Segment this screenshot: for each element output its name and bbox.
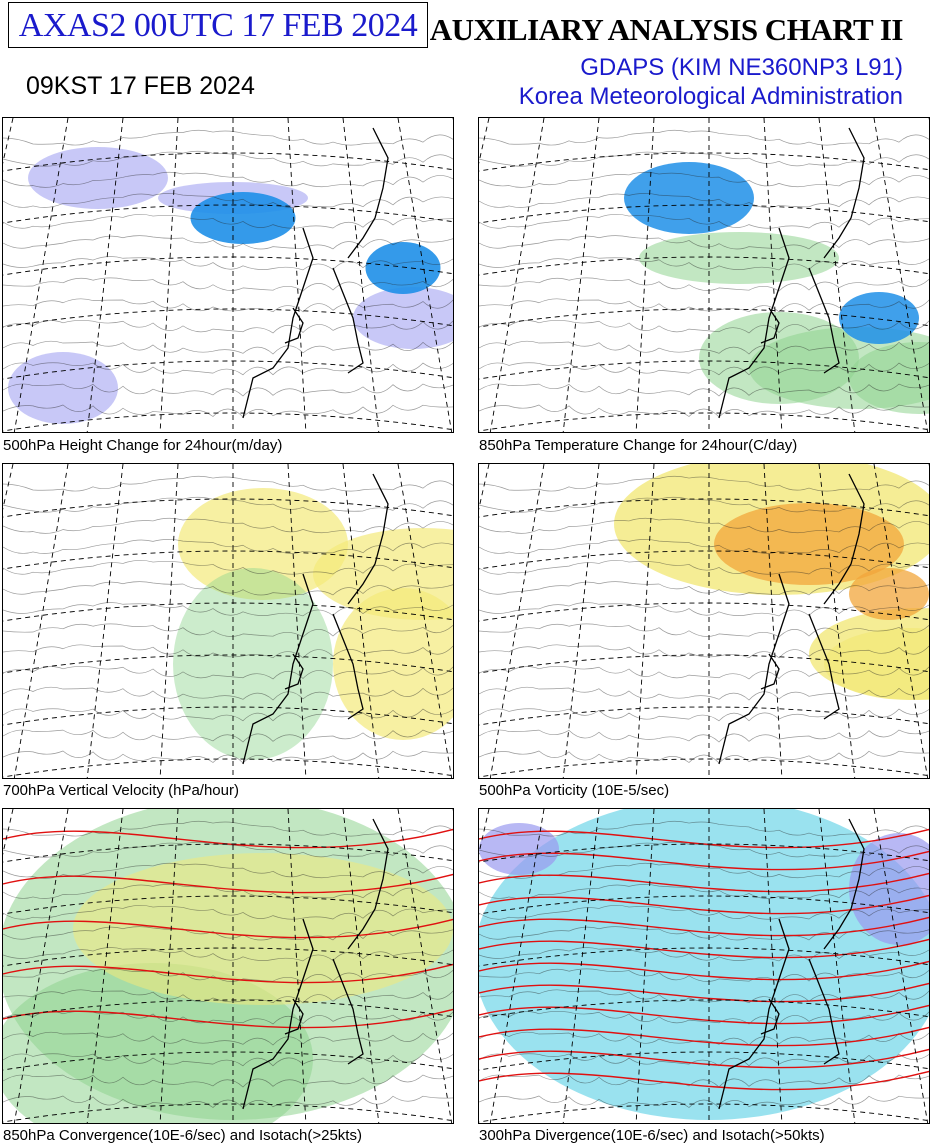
contour-lines [3, 129, 453, 418]
convergence-isotach-map [2, 808, 454, 1124]
height-change-caption: 500hPa Height Change for 24hour(m/day) [3, 437, 283, 454]
conv-map-svg [3, 809, 453, 1123]
graticule [3, 809, 453, 1123]
field-shading [614, 464, 929, 700]
coastlines [718, 473, 865, 765]
vorticity-map [478, 463, 930, 779]
coastlines [242, 473, 389, 765]
convergence-isotach-caption: 850hPa Convergence(10E-6/sec) and Isotac… [3, 1127, 362, 1144]
divergence-isotach-map [478, 808, 930, 1124]
field-shading [173, 488, 453, 760]
model-name: GDAPS (KIM NE360NP3 L91) [580, 54, 903, 81]
field-shading [479, 809, 929, 1120]
coastlines [242, 818, 389, 1110]
chart-title: AUXILIARY ANALYSIS CHART II [429, 12, 904, 47]
product-id: AXAS2 00UTC 17 FEB 2024 [18, 7, 418, 44]
isotach-lines [3, 828, 453, 1029]
vort-map-svg [479, 464, 929, 778]
field-shading [8, 147, 453, 424]
vertical-velocity-map [2, 463, 454, 779]
coastlines [718, 127, 865, 419]
temp-map-svg [479, 118, 929, 432]
field-shading [624, 162, 929, 414]
height-change-map [2, 117, 454, 433]
divergence-isotach-caption: 300hPa Divergence(10E-6/sec) and Isotach… [479, 1127, 825, 1144]
product-id-box: AXAS2 00UTC 17 FEB 2024 [8, 2, 428, 48]
graticule [3, 464, 453, 778]
height-map-svg [3, 118, 453, 432]
temperature-change-caption: 850hPa Temperature Change for 24hour(C/d… [479, 437, 798, 454]
graticule [479, 464, 929, 778]
temperature-change-map [478, 117, 930, 433]
div-map-svg [479, 809, 929, 1123]
vorticity-caption: 500hPa Vorticity (10E-5/sec) [479, 782, 670, 799]
graticule [479, 809, 929, 1123]
graticule [479, 118, 929, 432]
graticule [3, 118, 453, 432]
vertical-velocity-caption: 700hPa Vertical Velocity (hPa/hour) [3, 782, 239, 799]
coastlines [242, 127, 389, 419]
agency-name: Korea Meteorological Administration [518, 83, 903, 110]
coastlines [718, 818, 865, 1110]
vvel-map-svg [3, 464, 453, 778]
local-time: 09KST 17 FEB 2024 [26, 72, 255, 100]
isotach-lines [479, 828, 929, 1091]
